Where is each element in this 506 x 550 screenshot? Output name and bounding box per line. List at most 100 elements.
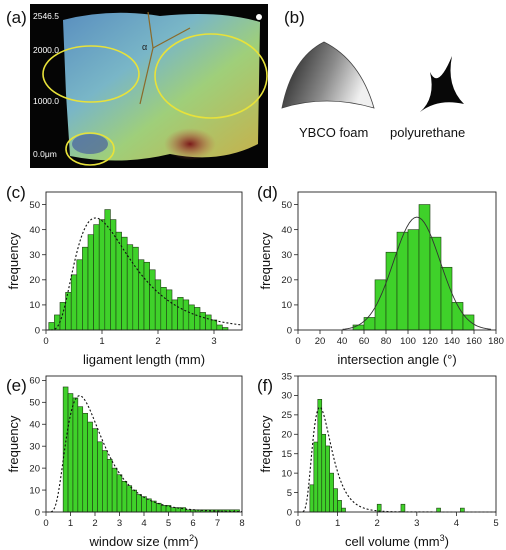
ybco-foam-shape — [281, 41, 375, 109]
fit-curve — [46, 217, 243, 331]
histogram-bar — [188, 304, 195, 331]
histogram-bar — [141, 496, 147, 513]
polyurethane-shape — [420, 56, 464, 112]
x-tick-label: 6 — [190, 518, 195, 529]
y-tick-label: 10 — [281, 468, 292, 479]
y-tick-label: 0 — [35, 325, 40, 336]
scale-label: 2000.0 — [33, 45, 59, 55]
histogram-bar — [451, 302, 464, 331]
histogram-bar — [160, 505, 167, 513]
histogram-bar — [102, 450, 108, 513]
highlight-ellipse — [154, 33, 268, 119]
x-tick-label: 0 — [295, 518, 300, 529]
y-tick-label: 30 — [29, 441, 40, 452]
histogram-bar — [460, 507, 465, 513]
y-tick-label: 40 — [281, 225, 292, 236]
y-tick-label: 50 — [29, 200, 40, 211]
histogram-bar — [166, 289, 173, 331]
x-tick-label: 5 — [166, 518, 171, 529]
histogram-bar — [333, 488, 338, 513]
polyurethane-label: polyurethane — [390, 125, 466, 140]
chart-f: 0 1 2 3 4 5 0 5 10 15 20 25 30 35 cell volume (mm3) fre… — [258, 371, 499, 549]
y-tick-label: 10 — [29, 300, 40, 311]
histogram-bar — [462, 314, 475, 331]
x-tick-label: 5 — [493, 518, 498, 529]
histogram-bar — [121, 236, 128, 331]
fit-curve — [342, 216, 492, 330]
x-tick-label: 80 — [381, 336, 392, 347]
histogram-bar — [170, 507, 177, 513]
scale-label: 1000.0 — [33, 96, 59, 106]
highlight-ellipse — [65, 132, 115, 166]
foam-surface-scan-image: α 2546.5 2000.0 1000.0 0.0μm — [30, 4, 268, 168]
histogram-bar — [436, 507, 441, 513]
histogram-bar — [155, 502, 162, 513]
histogram-bar — [440, 266, 453, 331]
y-axis-label: frequency — [6, 232, 21, 290]
histogram-bar — [400, 503, 406, 513]
histogram-bar — [97, 441, 103, 513]
histogram-bar — [385, 251, 398, 331]
histogram-bar — [72, 397, 79, 513]
histogram-bar — [337, 500, 342, 513]
x-axis-label: window size (mm2) — [88, 533, 198, 549]
histogram-bar — [199, 312, 206, 331]
x-tick-label: 180 — [488, 336, 504, 347]
histogram-bar — [205, 314, 212, 331]
angle-label: α — [142, 42, 147, 52]
x-tick-label: 2 — [92, 518, 97, 529]
histogram-bar — [136, 494, 142, 513]
x-tick-label: 3 — [211, 336, 216, 347]
y-tick-label: 5 — [287, 488, 292, 499]
y-tick-label: 40 — [29, 225, 40, 236]
x-tick-label: 100 — [400, 336, 416, 347]
histogram-bar — [98, 219, 106, 331]
x-tick-label: 0 — [43, 518, 48, 529]
y-tick-label: 15 — [281, 449, 292, 460]
x-tick-label: 2 — [155, 336, 160, 347]
y-tick-label: 10 — [29, 485, 40, 496]
histogram-bar — [309, 484, 315, 513]
x-tick-label: 120 — [422, 336, 438, 347]
y-tick-label: 40 — [29, 420, 40, 431]
histogram-bar — [87, 234, 94, 331]
y-tick-label: 20 — [281, 275, 292, 286]
histogram-bar — [143, 261, 150, 331]
histogram-bar — [352, 324, 365, 331]
histogram-bar — [92, 428, 98, 513]
y-axis-label: frequency — [6, 415, 21, 473]
panel-label-c: (c) — [6, 183, 26, 202]
histogram-bar — [126, 244, 134, 331]
x-tick-label: 0 — [295, 336, 300, 347]
histogram-bar — [62, 386, 69, 513]
y-tick-label: 10 — [281, 300, 292, 311]
plot-frame — [45, 191, 243, 331]
histogram-bar — [138, 259, 145, 331]
y-tick-label: 50 — [281, 200, 292, 211]
x-axis-label: intersection angle (°) — [337, 352, 456, 367]
histogram-bar — [329, 472, 334, 513]
x-tick-label: 3 — [414, 518, 419, 529]
highlight-ellipse — [42, 45, 140, 103]
histogram-bar — [149, 269, 156, 331]
y-axis-label: frequency — [258, 415, 273, 473]
histogram-bar — [182, 299, 190, 331]
panel-label-d: (d) — [257, 183, 278, 202]
y-tick-label: 20 — [29, 275, 40, 286]
y-tick-label: 20 — [29, 463, 40, 474]
panel-label-b: (b) — [284, 8, 305, 27]
y-tick-label: 0 — [287, 325, 292, 336]
plot-frame — [297, 191, 497, 331]
ybco-foam-label: YBCO foam — [299, 125, 369, 140]
x-tick-label: 2 — [375, 518, 380, 529]
histogram-bar — [48, 322, 55, 331]
histogram-bar — [325, 445, 330, 513]
x-tick-label: 4 — [454, 518, 459, 529]
histogram-bar — [407, 229, 420, 331]
histogram-bar — [132, 246, 139, 331]
scale-label: 0.0μm — [33, 149, 57, 159]
histogram-bar — [121, 480, 128, 513]
histogram-bar — [160, 287, 167, 331]
panel-label-e: (e) — [6, 376, 27, 395]
